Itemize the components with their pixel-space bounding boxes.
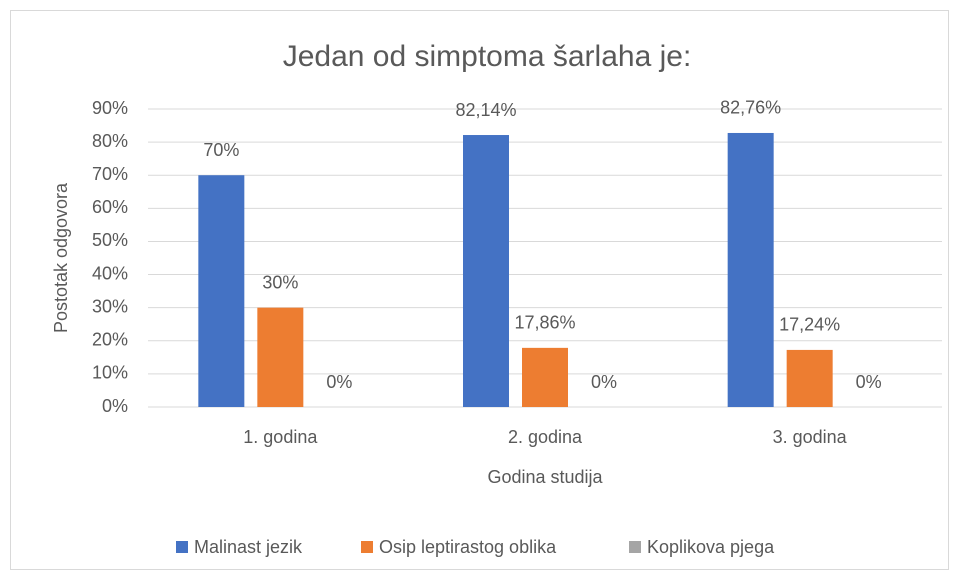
legend-label: Koplikova pjega [647, 537, 775, 557]
data-label: 17,24% [779, 315, 840, 335]
legend-swatch [361, 541, 373, 553]
bar [463, 135, 509, 407]
y-tick-label: 90% [92, 98, 128, 118]
x-axis-title: Godina studija [487, 467, 603, 487]
legend-label: Osip leptirastog oblika [379, 537, 557, 557]
bar [257, 307, 304, 407]
x-tick-label: 3. godina [773, 427, 848, 447]
chart-title: Jedan od simptoma šarlaha je: [283, 40, 692, 73]
y-tick-label: 40% [92, 263, 128, 283]
data-label: 0% [326, 372, 352, 392]
bar [522, 347, 568, 407]
y-tick-label: 80% [92, 131, 128, 151]
data-label: 82,76% [720, 98, 781, 118]
y-tick-label: 10% [92, 363, 128, 383]
data-label: 0% [856, 372, 882, 392]
data-label: 0% [591, 372, 617, 392]
x-tick-label: 1. godina [243, 427, 318, 447]
data-label: 30% [262, 272, 298, 292]
y-tick-label: 60% [92, 197, 128, 217]
y-tick-label: 0% [102, 396, 128, 416]
data-label: 17,86% [514, 313, 575, 333]
data-label: 82,14% [455, 100, 516, 120]
y-axis-title: Postotak odgovora [51, 182, 71, 333]
y-tick-label: 50% [92, 230, 128, 250]
x-tick-label: 2. godina [508, 427, 583, 447]
y-tick-label: 30% [92, 296, 128, 316]
legend-label: Malinast jezik [194, 537, 303, 557]
y-tick-label: 20% [92, 330, 128, 350]
bar [786, 349, 833, 407]
legend-swatch [176, 541, 188, 553]
bar [198, 175, 245, 407]
bar [727, 132, 774, 407]
y-tick-label: 70% [92, 164, 128, 184]
data-label: 70% [203, 140, 239, 160]
legend-swatch [629, 541, 641, 553]
